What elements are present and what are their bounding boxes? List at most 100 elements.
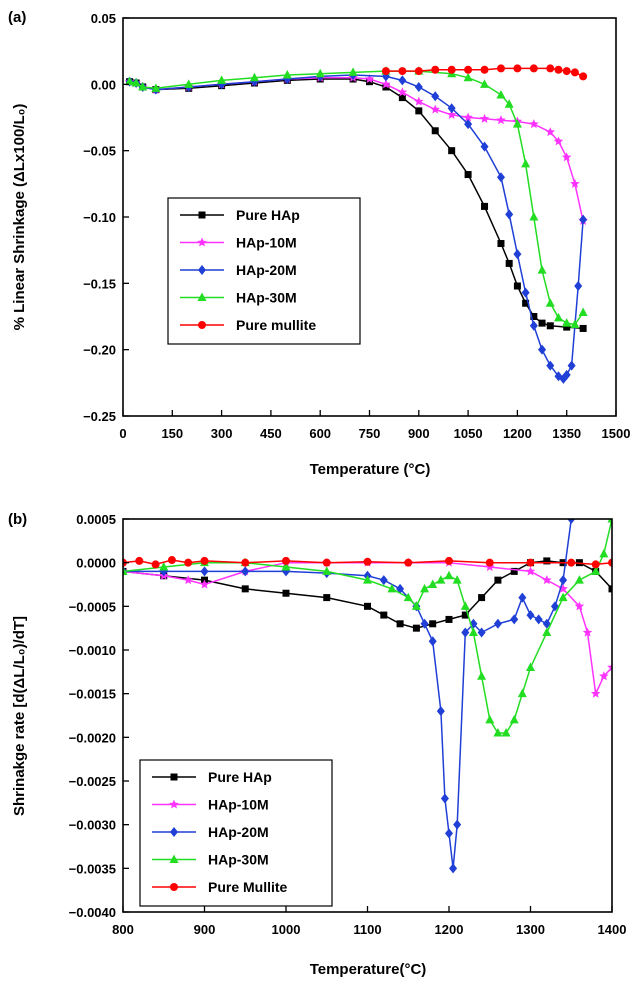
data-point-hap-10m — [558, 583, 568, 593]
data-point-pure-hap — [445, 615, 453, 623]
legend-marker-hap-10m — [197, 237, 207, 247]
data-point-hap-10m — [479, 113, 490, 123]
data-point-pure-mullite — [135, 556, 144, 565]
x-tick-label: 1200 — [435, 922, 464, 937]
data-point-hap-20m — [559, 575, 568, 586]
data-point-hap-20m — [550, 601, 559, 612]
data-point-pure-mullite — [167, 556, 176, 565]
data-point-hap-20m — [398, 75, 407, 86]
data-point-hap-10m — [364, 74, 375, 84]
chart-panel-b: 800 900 1000 1100 1200 1300 1400 0.0005 0.0000 −0… — [8, 511, 626, 978]
x-tick-label: 1350 — [552, 426, 581, 441]
data-point-pure-mullite — [608, 558, 612, 567]
data-point-pure-hap — [522, 299, 530, 307]
data-point-hap-20m — [526, 610, 535, 621]
data-point-hap-30m — [578, 307, 588, 317]
y-tick-label: 0.05 — [91, 11, 116, 26]
data-point-hap-30m — [217, 75, 227, 84]
data-point-hap-30m — [485, 714, 495, 724]
series-line-pure-hap — [123, 560, 612, 629]
data-point-hap-20m — [461, 627, 470, 638]
legend: Pure HAp HAp-10M HAp-20M HAp-30M Pure Mullit… — [139, 759, 333, 907]
data-point-hap-20m — [567, 519, 576, 524]
data-point-hap-30m — [348, 67, 358, 76]
data-point-pure-mullite — [496, 64, 505, 73]
data-point-hap-10m — [545, 127, 556, 137]
data-point-hap-20m — [493, 618, 502, 629]
data-point-pure-mullite — [480, 65, 489, 74]
data-point-hap-30m — [480, 79, 490, 88]
data-point-hap-30m — [562, 318, 572, 327]
data-point-pure-hap — [366, 78, 373, 86]
data-point-hap-30m — [138, 81, 148, 91]
data-point-hap-10m — [463, 112, 473, 122]
data-point-pure-hap — [538, 319, 546, 327]
data-point-pure-mullite — [513, 64, 522, 73]
data-point-hap-20m — [464, 119, 473, 130]
data-point-hap-20m — [518, 592, 527, 603]
y-tick-label: −0.0025 — [69, 774, 116, 789]
data-point-hap-10m — [570, 178, 580, 188]
data-point-hap-30m — [553, 312, 563, 322]
data-point-pure-mullite — [464, 65, 473, 74]
data-point-hap-30m — [501, 727, 511, 737]
data-point-hap-20m — [431, 91, 440, 102]
legend-marker-hap-30m — [169, 854, 179, 863]
data-point-pure-hap — [464, 171, 472, 179]
data-point-pure-hap — [429, 620, 437, 628]
data-point-pure-hap — [431, 127, 439, 135]
data-point-hap-30m — [504, 99, 514, 108]
data-point-hap-20m — [510, 614, 519, 625]
data-point-pure-hap — [608, 585, 612, 593]
data-point-pure-hap — [398, 94, 406, 102]
data-point-hap-30m — [517, 688, 527, 698]
data-point-hap-30m — [363, 575, 372, 584]
y-tick-label: 0.0005 — [76, 512, 116, 527]
data-point-hap-20m — [420, 618, 429, 629]
data-point-pure-mullite — [579, 72, 588, 81]
y-tick-label: −0.0005 — [69, 599, 116, 614]
data-point-hap-20m — [440, 793, 449, 804]
series-line-hap-30m — [123, 519, 612, 734]
panel-label: (b) — [8, 511, 27, 528]
legend-label-pure-mullite: Pure mullite — [236, 317, 316, 333]
data-point-pure-mullite — [554, 65, 563, 74]
data-point-pure-mullite — [414, 67, 423, 76]
data-point-hap-30m — [526, 662, 535, 671]
data-point-pure-hap — [543, 557, 551, 565]
legend-marker-pure-hap — [170, 773, 178, 781]
data-point-hap-10m — [199, 579, 210, 589]
data-point-pure-mullite — [398, 67, 407, 76]
data-point-hap-30m — [125, 76, 135, 86]
legend-marker-hap-20m — [170, 827, 178, 837]
data-point-hap-30m — [468, 627, 478, 637]
data-point-hap-30m — [574, 575, 584, 584]
data-point-hap-20m — [480, 141, 489, 152]
data-point-hap-30m — [477, 671, 487, 680]
data-point-hap-20m — [574, 280, 583, 291]
data-point-hap-30m — [387, 583, 397, 593]
data-point-hap-20m — [200, 566, 209, 577]
data-point-hap-30m — [529, 212, 539, 221]
y-tick-label: −0.05 — [83, 144, 116, 159]
data-point-hap-20m — [477, 627, 486, 638]
data-point-hap-30m — [591, 566, 601, 575]
data-point-pure-mullite — [562, 67, 571, 76]
legend-label-hap-20m: HAp-20M — [236, 262, 297, 278]
data-point-hap-30m — [411, 601, 421, 610]
y-tick-label: −0.0020 — [69, 730, 116, 745]
data-point-hap-20m — [447, 103, 456, 114]
data-point-hap-20m — [496, 172, 505, 183]
data-point-pure-hap — [380, 611, 388, 619]
legend-label-hap-10m: HAp-10M — [236, 235, 297, 251]
data-point-pure-mullite — [151, 560, 160, 569]
legend-marker-hap-30m — [197, 292, 207, 301]
series-line-hap-30m — [129, 70, 584, 326]
data-point-hap-10m — [561, 152, 572, 162]
x-tick-label: 1100 — [353, 922, 381, 937]
data-point-hap-20m — [579, 214, 588, 225]
legend-marker-hap-10m — [169, 799, 179, 809]
x-tick-label: 0 — [119, 426, 126, 441]
y-axis-label: % Linear Shrinkage (ΔLx100/L₀) — [11, 104, 28, 331]
data-point-hap-30m — [403, 592, 413, 602]
